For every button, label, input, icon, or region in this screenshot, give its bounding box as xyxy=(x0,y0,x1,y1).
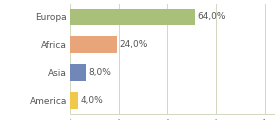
Bar xyxy=(70,36,117,53)
Bar xyxy=(70,64,86,81)
Text: 24,0%: 24,0% xyxy=(119,40,148,49)
Bar xyxy=(70,92,78,109)
Text: 8,0%: 8,0% xyxy=(88,68,111,77)
Text: 4,0%: 4,0% xyxy=(80,96,103,105)
Text: 64,0%: 64,0% xyxy=(197,12,225,21)
Bar xyxy=(70,9,195,25)
